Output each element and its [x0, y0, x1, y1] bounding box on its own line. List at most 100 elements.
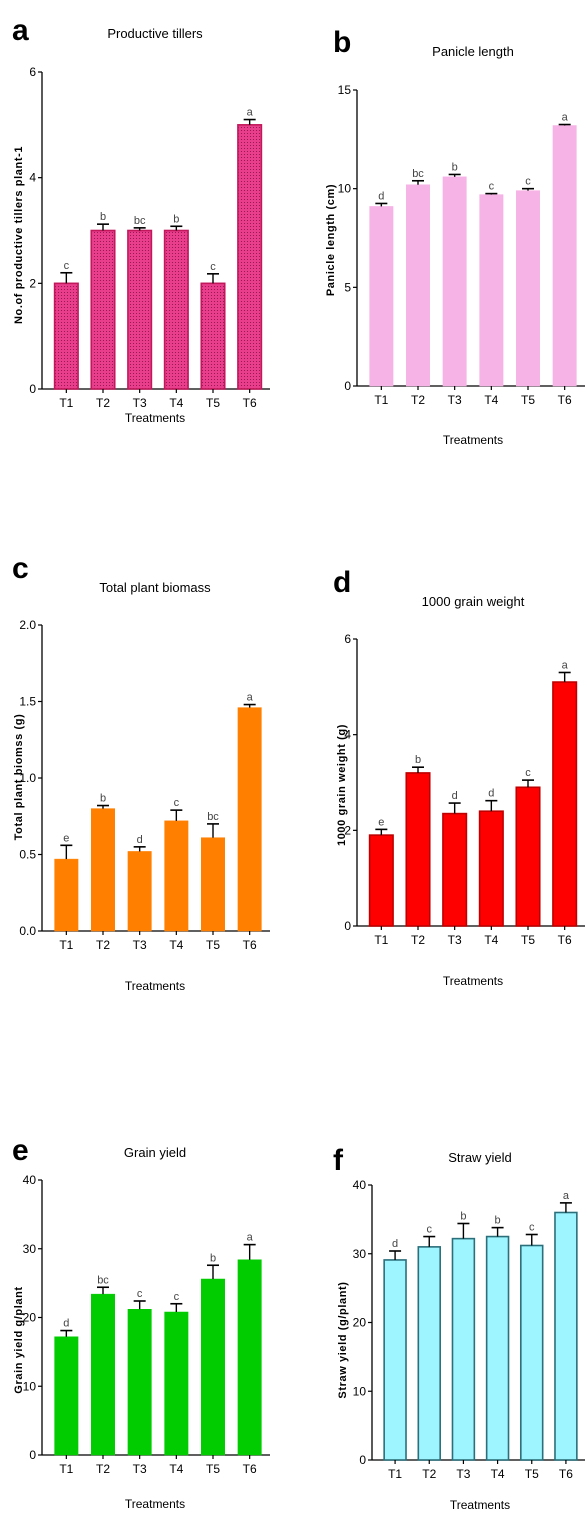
significance-letter: b: [100, 793, 106, 805]
y-tick-label: 6: [29, 65, 36, 79]
y-tick-label: 2: [29, 276, 36, 290]
x-tick-label: T4: [484, 393, 498, 407]
bar-T3: [442, 176, 467, 387]
bar-T2: [90, 229, 116, 390]
y-tick-label: 4: [29, 171, 36, 185]
x-tick-label: T4: [169, 396, 183, 410]
x-tick-label: T3: [456, 1467, 470, 1481]
y-tick-label: 0: [29, 382, 36, 396]
bar-T2: [406, 184, 430, 387]
bar-T4: [478, 810, 504, 927]
bar-T6: [237, 707, 262, 932]
x-tick-label: T6: [558, 393, 572, 407]
x-axis-label: Treatments: [443, 974, 503, 988]
x-tick-label: T1: [59, 396, 73, 410]
x-tick-label: T1: [374, 393, 388, 407]
bar-T1: [369, 206, 394, 387]
x-tick-label: T5: [521, 933, 535, 947]
x-tick-label: T3: [133, 1462, 147, 1476]
x-tick-label: T1: [59, 1462, 73, 1476]
chart-title: Straw yield: [448, 1150, 512, 1165]
panel-e: e Grain yield Grain yield g/plant 0 10 20 30 40…: [12, 1134, 270, 1511]
y-tick-label: 10: [338, 182, 352, 196]
panel-f: f Straw yield Straw yield (g/plant) 0 10 20 30…: [333, 1144, 585, 1512]
x-tick-label: T2: [411, 393, 425, 407]
x-tick-label: T6: [243, 396, 257, 410]
y-tick-label: 10: [353, 1384, 367, 1398]
significance-letter: bc: [207, 811, 219, 823]
bar-T3: [127, 229, 153, 390]
bar-T3: [127, 1309, 152, 1456]
y-tick-label: 10: [23, 1379, 37, 1393]
bar-T1: [368, 834, 394, 927]
bar-T6: [237, 1259, 262, 1456]
x-tick-label: T3: [448, 393, 462, 407]
significance-letter: b: [460, 1211, 466, 1223]
y-axis-label: Grain yield g/plant: [13, 1286, 25, 1393]
significance-letter: bc: [97, 1274, 109, 1286]
y-axis-label: Panicle length (cm): [325, 184, 337, 296]
y-tick-label: 20: [353, 1316, 367, 1330]
bar-T3: [127, 851, 152, 932]
y-tick-label: 4: [344, 728, 351, 742]
bar-T4: [164, 1311, 189, 1456]
significance-letter: c: [427, 1224, 433, 1236]
x-axis-label: Treatments: [125, 1497, 185, 1511]
significance-letter: a: [247, 107, 254, 119]
significance-letter: c: [137, 1288, 143, 1300]
bar-T2: [417, 1246, 441, 1461]
y-axis-label: Straw yield (g/plant): [337, 1281, 349, 1398]
panel-letter: c: [12, 552, 29, 585]
chart-title: Panicle length: [432, 44, 514, 59]
panel-b: b Panicle length Panicle length (cm) 0 5 10 15…: [325, 26, 585, 447]
y-tick-label: 5: [344, 280, 351, 294]
bar-T1: [54, 858, 79, 932]
x-tick-label: T6: [243, 1462, 257, 1476]
x-tick-label: T6: [558, 933, 572, 947]
chart-title: 1000 grain weight: [422, 594, 525, 609]
x-tick-label: T2: [411, 933, 425, 947]
bar-T1: [54, 1336, 79, 1456]
y-tick-label: 1.5: [19, 695, 36, 709]
x-tick-label: T5: [521, 393, 535, 407]
bar-T4: [163, 229, 189, 390]
x-tick-label: T3: [133, 938, 147, 952]
bar-T6: [554, 1211, 578, 1461]
panel-letter: a: [12, 14, 29, 47]
y-tick-label: 30: [353, 1247, 367, 1261]
x-tick-label: T3: [448, 933, 462, 947]
y-tick-label: 1.0: [19, 771, 36, 785]
significance-letter: d: [63, 1318, 69, 1330]
y-tick-label: 30: [23, 1242, 37, 1256]
bar-T5: [201, 837, 225, 932]
significance-letter: b: [415, 754, 421, 766]
bar-T2: [91, 808, 115, 932]
x-tick-label: T2: [96, 396, 110, 410]
panel-d: d 1000 grain weight 1000 grain weight (g) 0…: [333, 566, 585, 988]
y-tick-label: 2: [344, 823, 351, 837]
bar-T2: [91, 1293, 115, 1456]
significance-letter: bc: [134, 215, 146, 227]
y-tick-label: 0: [344, 379, 351, 393]
y-tick-label: 0.0: [19, 924, 36, 938]
x-tick-label: T1: [59, 938, 73, 952]
bar-T4: [479, 194, 504, 387]
significance-letter: c: [174, 797, 180, 809]
bar-T4: [164, 820, 189, 932]
x-tick-label: T1: [374, 933, 388, 947]
significance-letter: b: [495, 1215, 501, 1227]
significance-letter: c: [489, 181, 495, 193]
y-tick-label: 0: [344, 919, 351, 933]
y-tick-label: 0: [29, 1448, 36, 1462]
significance-letter: c: [525, 176, 531, 188]
x-axis-label: Treatments: [125, 979, 185, 993]
x-tick-label: T4: [169, 938, 183, 952]
significance-letter: a: [562, 659, 569, 671]
x-tick-label: T3: [133, 396, 147, 410]
y-axis-label: Total plant biomss (g): [13, 714, 25, 841]
x-axis-label: Treatments: [443, 433, 503, 447]
significance-letter: c: [174, 1291, 180, 1303]
x-tick-label: T2: [422, 1467, 436, 1481]
bar-T3: [442, 812, 468, 927]
y-tick-label: 15: [338, 83, 352, 97]
